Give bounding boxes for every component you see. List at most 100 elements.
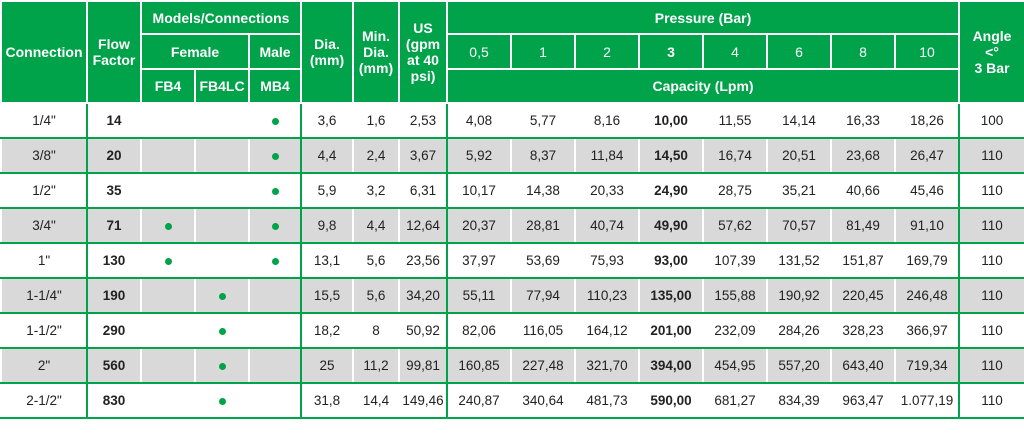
dia-cell: 18,2 [300,312,355,349]
col-connection-header: Connection [0,0,88,104]
pressure-bar-header: Pressure (Bar) [446,0,961,35]
col-flow-factor-header: Flow Factor [86,0,142,104]
min-dia-cell: 14,4 [352,382,401,419]
capacity-8-cell: 23,68 [830,137,897,174]
capacity-2-cell: 11,84 [574,137,641,174]
capacity-8-cell: 40,66 [830,172,897,209]
pressure-header-0-5: 0,5 [446,33,513,70]
capacity-10-cell: 366,97 [894,312,961,349]
capacity-6-cell: 557,20 [766,347,833,384]
table-row: 1/4" 14 3,6 1,6 2,53 4,08 5,77 8,16 10,00 11,55 14… [0,102,1024,139]
capacity-8-cell: 328,23 [830,312,897,349]
us-gpm-cell: 23,56 [398,242,449,279]
min-dia-cell: 5,6 [352,277,401,314]
table-row: 1-1/2" 290 18,2 8 50,92 82,06 116,05 164,12 201,… [0,312,1024,349]
fb4-cell [140,207,196,244]
table-header: Connection Flow Factor Models/Connections… [0,0,1024,104]
col-dia-header: Dia. (mm) [300,0,355,104]
us-gpm-cell: 6,31 [398,172,449,209]
capacity-1-cell: 116,05 [510,312,577,349]
models-connections-header: Models/Connections [139,0,303,35]
connection-cell: 2-1/2" [0,382,88,419]
angle-cell: 100 [958,102,1024,139]
capacity-8-cell: 16,33 [830,102,897,139]
capacity-0-5-cell: 5,92 [446,137,513,174]
capacity-4-cell: 16,74 [702,137,769,174]
capacity-6-cell: 14,14 [766,102,833,139]
capacity-8-cell: 643,40 [830,347,897,384]
connection-cell: 1-1/4" [0,277,88,314]
capacity-6-cell: 70,57 [766,207,833,244]
angle-cell: 110 [958,312,1024,349]
capacity-2-cell: 20,33 [574,172,641,209]
flow-factor-cell: 830 [86,382,142,419]
capacity-0-5-cell: 37,97 [446,242,513,279]
flow-factor-cell: 560 [86,347,142,384]
angle-cell: 110 [958,347,1024,384]
pressure-header-2: 2 [574,33,641,70]
fb4lc-cell [194,172,250,209]
capacity-lpm-header: Capacity (Lpm) [446,68,961,104]
pressure-header-3: 3 [638,33,705,70]
fb4lc-cell [194,137,250,174]
us-gpm-cell: 50,92 [398,312,449,349]
us-gpm-cell: 149,46 [398,382,449,419]
connection-cell: 3/8" [0,137,88,174]
mb4-cell [247,277,303,314]
capacity-2-cell: 164,12 [574,312,641,349]
table-row: 2-1/2" 830 31,8 14,4 149,46 240,87 340,64 481,7… [0,382,1024,419]
capacity-3-cell: 201,00 [638,312,705,349]
available-dot-icon [218,293,226,300]
fb4lc-cell [194,347,250,384]
capacity-8-cell: 81,49 [830,207,897,244]
capacity-1-cell: 5,77 [510,102,577,139]
dia-cell: 15,5 [300,277,355,314]
min-dia-cell: 8 [352,312,401,349]
us-gpm-cell: 34,20 [398,277,449,314]
capacity-3-cell: 14,50 [638,137,705,174]
min-dia-cell: 3,2 [352,172,401,209]
capacity-6-cell: 284,26 [766,312,833,349]
flow-factor-cell: 35 [86,172,142,209]
pressure-header-6: 6 [766,33,833,70]
capacity-10-cell: 169,79 [894,242,961,279]
dia-cell: 3,6 [300,102,355,139]
mb4-header: MB4 [247,68,303,104]
capacity-1-cell: 28,81 [510,207,577,244]
nozzle-spec-table: Connection Flow Factor Models/Connections… [0,0,1024,419]
angle-cell: 110 [958,382,1024,419]
capacity-0-5-cell: 10,17 [446,172,513,209]
dia-cell: 13,1 [300,242,355,279]
available-dot-icon [271,223,279,230]
capacity-1-cell: 53,69 [510,242,577,279]
flow-factor-cell: 190 [86,277,142,314]
capacity-0-5-cell: 240,87 [446,382,513,419]
flow-factor-cell: 130 [86,242,142,279]
angle-cell: 110 [958,277,1024,314]
fb4-header: FB4 [140,68,196,104]
capacity-2-cell: 110,23 [574,277,641,314]
min-dia-cell: 5,6 [352,242,401,279]
capacity-0-5-cell: 160,85 [446,347,513,384]
available-dot-icon [218,363,226,370]
capacity-2-cell: 75,93 [574,242,641,279]
fb4lc-cell [194,242,250,279]
us-gpm-cell: 99,81 [398,347,449,384]
table-row: 3/4" 71 9,8 4,4 12,64 20,37 28,81 40,74 49,90 57,… [0,207,1024,244]
table-row: 2" 560 25 11,2 99,81 160,85 227,48 321,70 394,00… [0,347,1024,384]
col-angle-header: Angle <° 3 Bar [958,0,1024,104]
capacity-4-cell: 107,39 [702,242,769,279]
capacity-10-cell: 18,26 [894,102,961,139]
table-row: 1-1/4" 190 15,5 5,6 34,20 55,11 77,94 110,23 135… [0,277,1024,314]
flow-factor-cell: 14 [86,102,142,139]
capacity-10-cell: 91,10 [894,207,961,244]
mb4-cell [247,312,303,349]
capacity-2-cell: 8,16 [574,102,641,139]
fb4lc-cell [194,312,250,349]
col-us-gpm-header: US (gpm at 40 psi) [398,0,449,104]
available-dot-icon [271,188,279,195]
capacity-10-cell: 45,46 [894,172,961,209]
angle-cell: 110 [958,172,1024,209]
capacity-10-cell: 26,47 [894,137,961,174]
capacity-6-cell: 190,92 [766,277,833,314]
